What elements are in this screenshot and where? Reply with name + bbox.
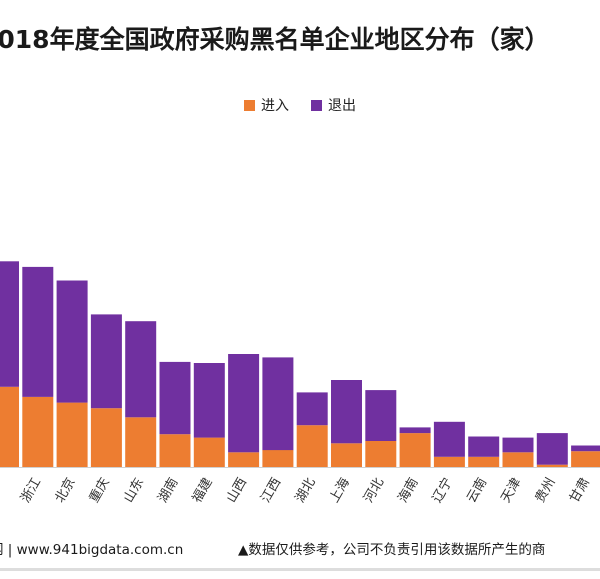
x-tick-label: 海南 — [395, 475, 422, 506]
x-tick-label: 重庆 — [86, 475, 113, 506]
legend: 进入 退出 — [0, 95, 600, 115]
legend-item-exit: 退出 — [311, 95, 356, 115]
bar-segment-exit-0 — [0, 261, 19, 387]
bar-segment-exit-9 — [296, 392, 328, 426]
x-tick-label: 湖北 — [293, 476, 319, 506]
x-tick-label: 北京 — [53, 476, 79, 506]
x-tick-label: 天津 — [498, 476, 524, 506]
x-tick-label: 湖南 — [155, 475, 182, 506]
x-tick-label: 福建 — [190, 476, 216, 506]
x-tick-label: 甘肃 — [567, 476, 593, 506]
legend-label-exit: 退出 — [328, 98, 356, 114]
bar-segment-enter-14 — [468, 456, 500, 467]
x-tick-label: 贵州 — [533, 476, 559, 506]
bar-segment-enter-4 — [125, 417, 157, 467]
x-tick-label: 辽宁 — [429, 475, 456, 506]
bar-segment-enter-16 — [536, 464, 568, 467]
x-tick-label: 云南 — [463, 475, 490, 506]
bar-segment-enter-6 — [193, 437, 225, 467]
bar-segment-exit-14 — [468, 436, 500, 457]
bar-segment-enter-9 — [296, 425, 328, 467]
x-tick-label: 江西 — [258, 476, 284, 506]
legend-label-enter: 进入 — [261, 98, 289, 114]
bar-segment-enter-0 — [0, 386, 19, 467]
bar-segment-enter-13 — [433, 456, 465, 467]
bar-segment-exit-11 — [365, 390, 397, 441]
bottom-divider — [0, 568, 600, 571]
bar-segment-exit-1 — [22, 266, 54, 397]
bar-segment-enter-12 — [399, 433, 431, 467]
bar-segment-enter-1 — [22, 396, 54, 467]
bar-segment-exit-12 — [399, 427, 431, 434]
legend-item-enter: 进入 — [244, 95, 289, 115]
legend-swatch-exit — [311, 99, 322, 111]
bar-segment-enter-3 — [90, 408, 122, 467]
bar-segment-exit-17 — [571, 445, 600, 452]
bar-segment-exit-8 — [262, 357, 294, 451]
bar-segment-enter-7 — [228, 452, 260, 467]
bar-segment-exit-10 — [331, 380, 362, 444]
bar-segment-enter-2 — [56, 402, 88, 467]
bar-segment-exit-2 — [56, 280, 88, 403]
x-tick-label: 上海 — [327, 476, 353, 506]
legend-swatch-enter — [244, 99, 255, 111]
bar-segment-enter-11 — [365, 441, 397, 467]
bar-segment-enter-15 — [502, 452, 534, 467]
footer: 网 | www.941bigdata.com.cn ▲数据仅供参考，公司不负责引… — [0, 535, 600, 561]
x-tick-label: 山西 — [224, 476, 250, 506]
x-tick-label: 河北 — [361, 476, 387, 506]
bar-segment-enter-17 — [571, 451, 600, 467]
bar-segment-exit-7 — [228, 354, 260, 453]
footer-disclaimer: ▲数据仅供参考，公司不负责引用该数据所产生的商 — [238, 542, 546, 558]
bar-segment-exit-13 — [433, 421, 465, 457]
bar-segment-exit-4 — [125, 321, 157, 418]
bar-segment-exit-15 — [502, 437, 534, 453]
bar-segment-enter-10 — [331, 443, 362, 467]
footer-source: 网 | www.941bigdata.com.cn — [0, 542, 184, 558]
x-tick-label: 浙江 — [18, 476, 44, 506]
bar-segment-enter-8 — [262, 450, 294, 467]
bar-segment-exit-6 — [193, 363, 225, 438]
x-tick-label: 山东 — [121, 476, 147, 506]
bar-segment-exit-5 — [159, 361, 191, 435]
bar-segment-enter-5 — [159, 434, 191, 467]
bar-segment-exit-3 — [90, 314, 122, 409]
chart-title: 2018年度全国政府采购黑名单企业地区分布（家） — [0, 25, 550, 54]
bar-segment-exit-16 — [536, 433, 568, 465]
